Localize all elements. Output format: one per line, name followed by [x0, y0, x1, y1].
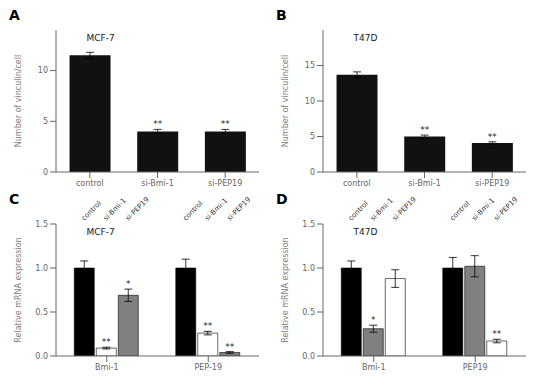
svg-text:PEP-19: PEP-19 [194, 363, 222, 372]
svg-text:1.0: 1.0 [302, 264, 315, 273]
svg-text:control: control [449, 200, 472, 223]
html-text:B: B [276, 7, 287, 23]
svg-text:5: 5 [43, 117, 48, 126]
svg-text:si-Bmi-1: si-Bmi-1 [102, 197, 128, 223]
svg-text:Relative mRNA expression: Relative mRNA expression [14, 237, 23, 342]
svg-text:si-Bmi-1: si-Bmi-1 [141, 179, 173, 188]
svg-text:15: 15 [305, 61, 315, 70]
svg-text:*: * [371, 315, 376, 325]
svg-text:**: ** [102, 337, 112, 347]
html-text:T47D: T47D [353, 33, 378, 43]
svg-text:**: ** [221, 119, 231, 129]
svg-text:0.5: 0.5 [302, 308, 315, 317]
html-text:C: C [9, 191, 20, 207]
svg-text:0: 0 [310, 168, 315, 177]
svg-text:5: 5 [310, 132, 315, 141]
svg-text:*: * [126, 279, 131, 289]
svg-text:**: ** [488, 132, 498, 142]
html-text:MCF-7: MCF-7 [86, 33, 115, 43]
svg-text:0.0: 0.0 [35, 352, 48, 361]
svg-text:si-PEP19: si-PEP19 [391, 196, 418, 223]
svg-text:Number of vinculin/cell: Number of vinculin/cell [281, 55, 290, 147]
svg-text:0.5: 0.5 [35, 308, 48, 317]
svg-text:control: control [80, 200, 103, 223]
svg-text:si-PEP19: si-PEP19 [208, 179, 242, 188]
svg-text:**: ** [492, 329, 502, 339]
svg-text:0: 0 [43, 168, 48, 177]
svg-text:si-Bmi-1: si-Bmi-1 [204, 197, 230, 223]
svg-text:Relative mRNA expression: Relative mRNA expression [281, 237, 290, 342]
svg-text:PEP19: PEP19 [463, 363, 488, 372]
svg-text:**: ** [225, 342, 235, 352]
svg-text:10: 10 [38, 66, 48, 75]
svg-text:control: control [76, 179, 104, 188]
svg-text:**: ** [420, 125, 430, 135]
svg-text:**: ** [153, 119, 163, 129]
svg-text:1.5: 1.5 [35, 220, 48, 229]
svg-text:si-Bmi-1: si-Bmi-1 [408, 179, 440, 188]
svg-text:control: control [347, 200, 370, 223]
svg-text:si-PEP19: si-PEP19 [124, 196, 151, 223]
svg-text:si-PEP19: si-PEP19 [226, 196, 253, 223]
svg-text:si-Bmi-1: si-Bmi-1 [369, 197, 395, 223]
svg-text:Number of vinculin/cell: Number of vinculin/cell [14, 55, 23, 147]
html-text:D: D [276, 191, 288, 207]
svg-text:1.0: 1.0 [35, 264, 48, 273]
html-text:T47D: T47D [353, 227, 378, 237]
html-text:A: A [9, 7, 20, 23]
svg-text:Bmi-1: Bmi-1 [362, 363, 385, 372]
svg-text:control: control [182, 200, 205, 223]
svg-text:0.0: 0.0 [302, 352, 315, 361]
svg-text:10: 10 [305, 97, 315, 106]
svg-text:si-Bmi-1: si-Bmi-1 [471, 197, 497, 223]
svg-text:control: control [343, 179, 371, 188]
svg-text:Bmi-1: Bmi-1 [95, 363, 118, 372]
svg-text:**: ** [203, 321, 213, 331]
svg-text:si-PEP19: si-PEP19 [475, 179, 509, 188]
svg-text:1.5: 1.5 [302, 220, 315, 229]
svg-text:si-PEP19: si-PEP19 [493, 196, 520, 223]
html-text:MCF-7: MCF-7 [86, 227, 115, 237]
